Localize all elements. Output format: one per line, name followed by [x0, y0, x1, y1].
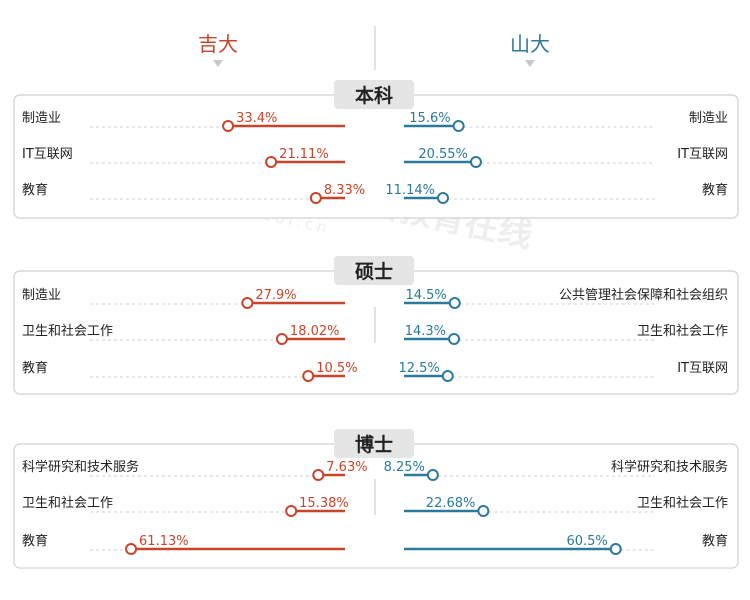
- right-value-label: 8.25%: [384, 460, 425, 475]
- left-value-label: 61.13%: [139, 534, 189, 549]
- right-category-label: 制造业: [689, 111, 728, 126]
- right-category-label: IT互联网: [677, 147, 728, 162]
- right-bar-marker: [448, 297, 461, 309]
- left-bar-marker: [285, 505, 298, 517]
- left-value-label: 8.33%: [324, 183, 365, 198]
- right-category-label: 卫生和社会工作: [637, 495, 728, 511]
- section-title: 博士: [355, 433, 393, 456]
- left-category-label: 教育: [22, 533, 48, 549]
- left-value-label: 7.63%: [326, 460, 367, 475]
- right-value-label: 14.5%: [405, 288, 446, 303]
- right-value-label: 11.14%: [385, 183, 435, 198]
- right-value-label: 15.6%: [409, 111, 450, 126]
- right-bar-marker: [477, 505, 490, 517]
- right-category-label: 教育: [702, 533, 728, 549]
- left-title-arrow: [213, 60, 223, 67]
- left-value-label: 21.11%: [279, 147, 329, 162]
- left-value-label: 18.02%: [290, 324, 340, 339]
- left-category-label: 科学研究和技术服务: [22, 459, 139, 475]
- right-value-label: 60.5%: [566, 534, 607, 549]
- right-category-label: IT互联网: [677, 361, 728, 376]
- left-bar-marker: [312, 469, 325, 481]
- right-value-label: 14.3%: [405, 324, 446, 339]
- left-value-label: 10.5%: [316, 361, 357, 376]
- right-value-label: 20.55%: [418, 147, 468, 162]
- right-bar-marker: [448, 333, 461, 345]
- left-bar-marker: [275, 333, 288, 345]
- section-tab: [334, 256, 414, 285]
- right-title-arrow: [525, 60, 535, 67]
- right-bar-marker: [436, 192, 449, 204]
- right-bar-marker: [469, 156, 482, 168]
- left-category-label: 制造业: [22, 288, 61, 303]
- left-value-label: 27.9%: [255, 288, 296, 303]
- left-bar-marker: [309, 192, 322, 204]
- left-bar-marker: [125, 543, 138, 555]
- left-category-label: IT互联网: [22, 147, 73, 162]
- right-value-label: 12.5%: [398, 361, 439, 376]
- left-category-label: 卫生和社会工作: [22, 495, 113, 511]
- left-bar-marker: [222, 120, 235, 132]
- left-category-label: 教育: [22, 360, 48, 376]
- left-bar-marker: [302, 370, 315, 382]
- right-category-label: 卫生和社会工作: [637, 323, 728, 339]
- section-tab: [334, 80, 414, 109]
- right-category-label: 教育: [702, 182, 728, 198]
- left-school-title: 吉大: [198, 32, 238, 56]
- section-title: 硕士: [355, 261, 393, 283]
- section-tab: [334, 429, 414, 458]
- left-bar-marker: [265, 156, 278, 168]
- right-school-title: 山大: [510, 32, 550, 56]
- section-title: 本科: [355, 84, 393, 107]
- left-category-label: 卫生和社会工作: [22, 323, 113, 339]
- right-category-label: 科学研究和技术服务: [611, 459, 728, 475]
- right-bar-marker: [441, 370, 454, 382]
- right-bar-marker: [609, 543, 622, 555]
- right-bar-marker: [426, 469, 439, 481]
- left-category-label: 制造业: [22, 111, 61, 126]
- left-bar-marker: [241, 297, 254, 309]
- right-bar-marker: [452, 120, 465, 132]
- right-value-label: 22.68%: [426, 496, 476, 511]
- left-category-label: 教育: [22, 182, 48, 198]
- section-box: [13, 94, 739, 219]
- right-category-label: 公共管理社会保障和社会组织: [559, 287, 728, 303]
- left-value-label: 15.38%: [299, 496, 349, 511]
- left-value-label: 33.4%: [236, 111, 277, 126]
